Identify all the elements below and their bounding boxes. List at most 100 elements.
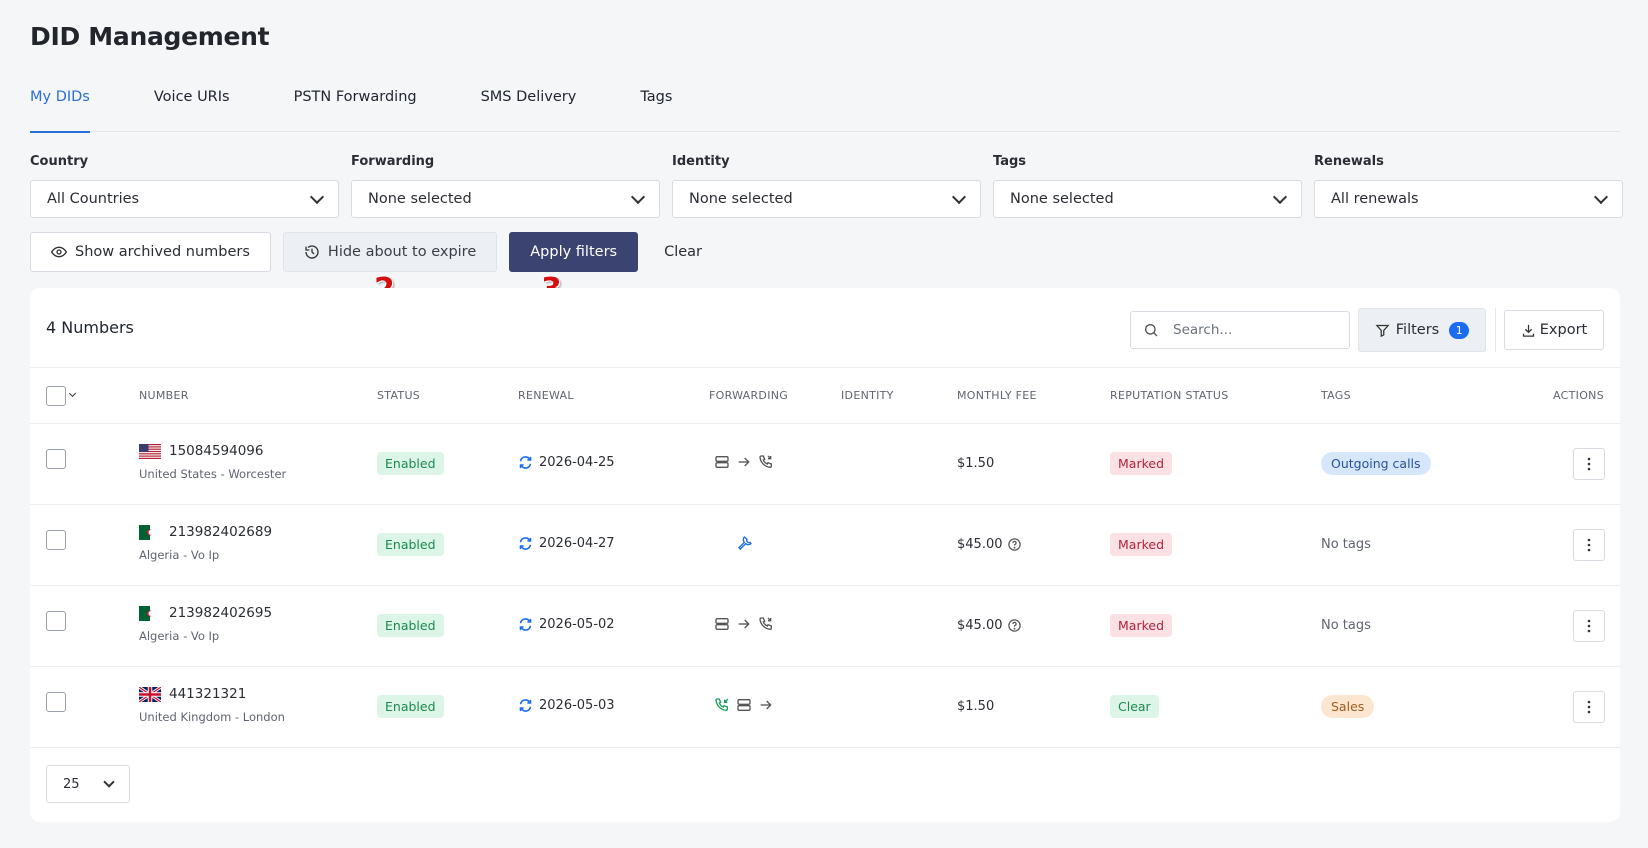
select-value: All Countries xyxy=(47,191,140,207)
forwarding-configure[interactable] xyxy=(737,535,753,551)
table-row[interactable]: 15084594096 United States - Worcester En… xyxy=(30,424,1620,505)
help-circle-icon[interactable] xyxy=(1007,537,1022,552)
identity-filter: Identity None selected xyxy=(672,154,981,218)
phone-incoming-icon xyxy=(715,698,729,712)
hide-expire-button[interactable]: Hide about to expire xyxy=(282,232,498,272)
page-size-select[interactable]: 25 xyxy=(46,765,130,803)
forwarding-filter: Forwarding None selected xyxy=(351,154,660,218)
export-button[interactable]: Export xyxy=(1504,310,1604,350)
renew-icon xyxy=(519,699,532,712)
help-circle-icon[interactable] xyxy=(1007,618,1022,633)
identity-select[interactable]: None selected xyxy=(672,180,981,218)
wrench-icon xyxy=(738,536,752,550)
tab-tags[interactable]: Tags xyxy=(640,89,673,105)
tab-pstn-forwarding[interactable]: PSTN Forwarding xyxy=(293,89,417,105)
row-actions-button[interactable] xyxy=(1573,529,1605,561)
row-checkbox[interactable] xyxy=(46,692,66,712)
row-actions-button[interactable] xyxy=(1573,448,1605,480)
column-header-number[interactable]: NUMBER xyxy=(139,389,189,402)
tags-select[interactable]: None selected xyxy=(993,180,1302,218)
tag-badge[interactable]: Outgoing calls xyxy=(1321,452,1431,475)
number-location: Algeria - Vo Ip xyxy=(139,629,220,643)
phone-number[interactable]: 213982402689 xyxy=(169,524,273,540)
filters-count-badge: 1 xyxy=(1449,321,1470,339)
status-badge: Enabled xyxy=(377,695,444,718)
export-label: Export xyxy=(1539,322,1588,338)
forwarding-route[interactable] xyxy=(714,616,774,632)
column-header-reputation[interactable]: REPUTATION STATUS xyxy=(1110,389,1229,402)
filters-button[interactable]: Filters 1 xyxy=(1358,308,1486,352)
filter-bar: Country All Countries Forwarding None se… xyxy=(30,154,1623,218)
phone-number[interactable]: 213982402695 xyxy=(169,605,273,621)
select-all xyxy=(46,385,77,406)
chevron-down-icon xyxy=(1593,189,1609,204)
row-actions-button[interactable] xyxy=(1573,610,1605,642)
column-header-actions: ACTIONS xyxy=(1553,389,1604,402)
status-badge: Enabled xyxy=(377,614,444,637)
renewal-date: 2026-04-27 xyxy=(539,536,615,551)
reputation-badge: Marked xyxy=(1110,533,1173,556)
eye-icon xyxy=(51,246,67,258)
phone-number[interactable]: 441321321 xyxy=(169,686,247,702)
arrow-right-icon xyxy=(738,457,750,467)
page-size-value: 25 xyxy=(63,776,80,792)
table-row[interactable]: 213982402695 Algeria - Vo Ip Enabled 202… xyxy=(30,586,1620,667)
forwarding-route[interactable] xyxy=(714,454,774,470)
column-header-status[interactable]: STATUS xyxy=(377,389,421,402)
phone-forward-icon xyxy=(759,455,772,469)
reputation-badge: Marked xyxy=(1110,614,1173,637)
renew-icon xyxy=(519,537,532,550)
server-icon xyxy=(715,456,729,468)
country-select[interactable]: All Countries xyxy=(30,180,339,218)
us-flag-icon xyxy=(139,443,161,459)
reputation-badge: Clear xyxy=(1110,695,1159,718)
filter-label: Country xyxy=(30,154,89,169)
renewals-filter: Renewals All renewals xyxy=(1314,154,1623,218)
reputation-badge: Marked xyxy=(1110,452,1173,475)
column-header-tags[interactable]: TAGS xyxy=(1321,389,1351,402)
server-icon xyxy=(737,699,751,711)
renew-icon xyxy=(519,618,532,631)
arrow-right-icon xyxy=(760,700,772,710)
apply-filters-button[interactable]: Apply filters xyxy=(509,232,639,272)
forwarding-select[interactable]: None selected xyxy=(351,180,660,218)
tab-my-dids[interactable]: My DIDs xyxy=(30,76,90,133)
dz-flag-icon xyxy=(139,524,161,540)
forwarding-route[interactable] xyxy=(714,697,774,713)
tab-voice-uris[interactable]: Voice URIs xyxy=(153,89,230,105)
filters-label: Filters xyxy=(1395,322,1440,338)
select-all-checkbox[interactable] xyxy=(46,385,66,406)
column-header-renewal[interactable]: RENEWAL xyxy=(518,389,574,402)
gb-flag-icon xyxy=(139,686,161,702)
table-row[interactable]: 441321321 United Kingdom - London Enable… xyxy=(30,667,1620,748)
row-actions-button[interactable] xyxy=(1573,691,1605,723)
select-value: All renewals xyxy=(1331,191,1419,207)
column-header-identity[interactable]: IDENTITY xyxy=(841,389,894,402)
filter-label: Identity xyxy=(672,154,730,169)
table-header-row: NUMBER STATUS RENEWAL FORWARDING IDENTIT… xyxy=(30,368,1620,424)
arrow-right-icon xyxy=(738,619,750,629)
status-badge: Enabled xyxy=(377,452,444,475)
number-location: Algeria - Vo Ip xyxy=(139,548,220,562)
row-checkbox[interactable] xyxy=(46,530,66,550)
status-badge: Enabled xyxy=(377,533,444,556)
search-placeholder: Search... xyxy=(1173,322,1233,338)
row-checkbox[interactable] xyxy=(46,611,66,631)
search-input[interactable]: Search... xyxy=(1130,311,1350,349)
renewals-select[interactable]: All renewals xyxy=(1314,180,1623,218)
show-archived-button[interactable]: Show archived numbers xyxy=(30,232,271,272)
row-checkbox[interactable] xyxy=(46,449,66,469)
phone-forward-icon xyxy=(759,617,772,631)
chevron-down-icon[interactable] xyxy=(68,389,77,398)
column-header-fee[interactable]: MONTHLY FEE xyxy=(957,389,1037,402)
clear-button[interactable]: Clear xyxy=(664,244,703,260)
monthly-fee: $45.00 xyxy=(957,618,1003,633)
table-row[interactable]: 213982402689 Algeria - Vo Ip Enabled 202… xyxy=(30,505,1620,586)
chevron-down-icon xyxy=(951,189,967,204)
phone-number[interactable]: 15084594096 xyxy=(169,443,264,459)
chevron-down-icon xyxy=(103,776,115,788)
column-header-forwarding[interactable]: FORWARDING xyxy=(709,389,789,402)
monthly-fee: $45.00 xyxy=(957,537,1003,552)
tab-sms-delivery[interactable]: SMS Delivery xyxy=(480,89,577,105)
tag-badge[interactable]: Sales xyxy=(1321,695,1375,718)
